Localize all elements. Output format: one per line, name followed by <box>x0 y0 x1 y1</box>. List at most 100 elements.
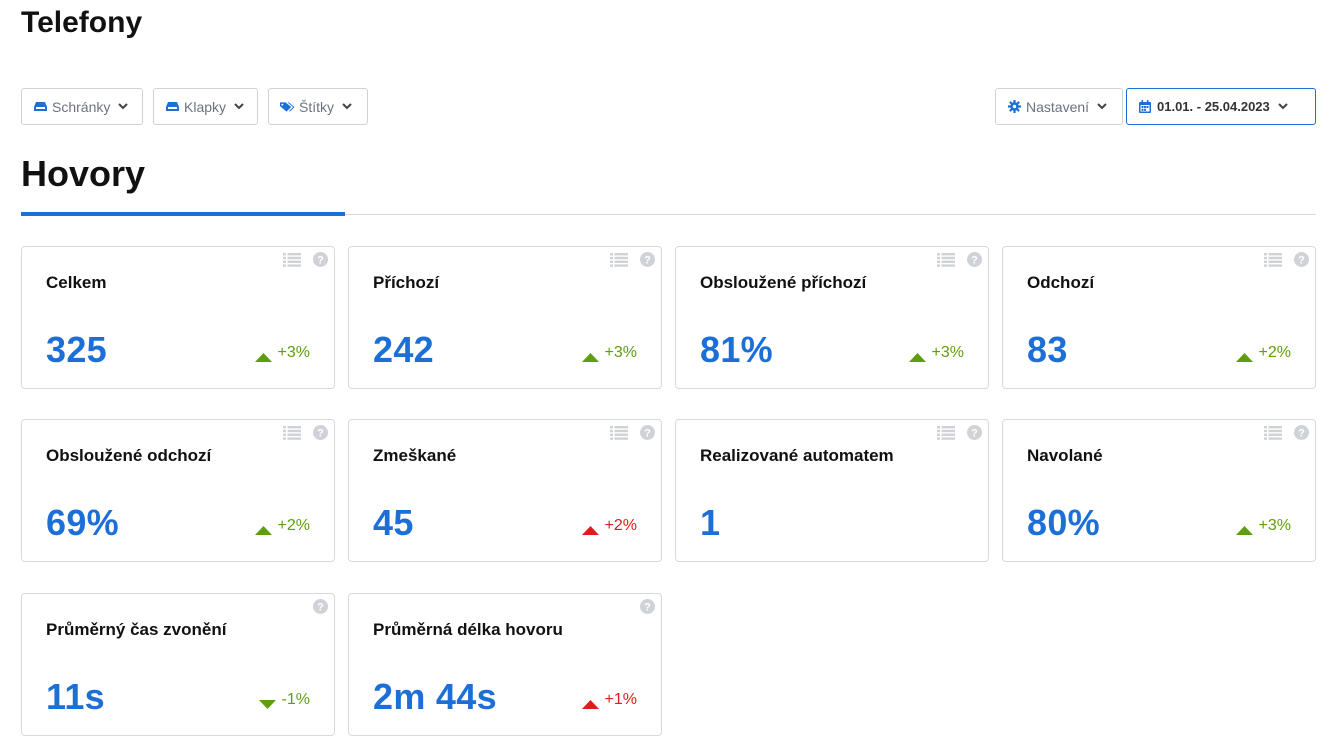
tags-icon <box>280 100 294 114</box>
help-icon[interactable]: ? <box>640 425 655 440</box>
stat-card: ? Zmeškané 45 +2% <box>348 419 662 562</box>
stat-card-trend-value: -1% <box>281 691 310 708</box>
stat-card-trend: +2% <box>581 517 637 535</box>
stat-card-trend-value: +3% <box>604 344 637 361</box>
stat-card-value: 80% <box>1027 502 1100 543</box>
stat-card-label: Příchozí <box>373 273 440 292</box>
triangle-up-icon <box>254 349 272 362</box>
triangle-up-icon <box>1235 522 1253 535</box>
chevron-down-icon <box>1097 102 1107 112</box>
stat-card: ? Celkem 325 +3% <box>21 246 335 389</box>
filter-schranky-button[interactable]: Schránky <box>21 88 143 125</box>
stat-card: ? Obsloužené příchozí 81% +3% <box>675 246 989 389</box>
settings-label: Nastavení <box>1026 98 1090 115</box>
triangle-up-icon <box>254 522 272 535</box>
list-icon[interactable] <box>610 426 628 440</box>
page-title: Telefony <box>21 6 143 39</box>
filter-stitky-label: Štítky <box>299 98 335 115</box>
stat-card: ? Navolané 80% +3% <box>1002 419 1316 562</box>
stat-card-value: 11s <box>46 676 105 717</box>
help-icon[interactable]: ? <box>1294 425 1309 440</box>
svg-text:?: ? <box>971 428 978 440</box>
help-icon[interactable]: ? <box>967 252 982 267</box>
list-icon[interactable] <box>283 426 301 440</box>
chevron-down-icon <box>234 102 244 112</box>
stat-card-trend: +3% <box>254 344 310 362</box>
help-icon[interactable]: ? <box>967 425 982 440</box>
stat-card-value: 242 <box>373 329 434 370</box>
section-title: Hovory <box>21 153 146 194</box>
stat-card-trend: +2% <box>254 517 310 535</box>
triangle-up-icon <box>1235 349 1253 362</box>
calendar-icon <box>1138 100 1152 114</box>
stat-card-value: 2m 44s <box>373 676 497 717</box>
list-icon[interactable] <box>937 426 955 440</box>
svg-text:?: ? <box>644 255 651 267</box>
stat-card-trend: +3% <box>908 344 964 362</box>
list-icon[interactable] <box>610 253 628 267</box>
list-icon[interactable] <box>937 253 955 267</box>
triangle-down-icon <box>258 696 276 709</box>
stat-card-label: Obsloužené příchozí <box>700 273 867 292</box>
help-icon[interactable]: ? <box>640 599 655 614</box>
filter-klapky-button[interactable]: Klapky <box>153 88 258 125</box>
stat-card-label: Obsloužené odchozí <box>46 446 212 465</box>
stat-card-trend: +3% <box>1235 517 1291 535</box>
stat-card-value: 69% <box>46 502 119 543</box>
stat-card: ? Realizované automatem 1 <box>675 419 989 562</box>
stat-card-trend-value: +2% <box>277 517 310 534</box>
stat-card-label: Celkem <box>46 273 107 292</box>
triangle-up-icon <box>581 696 599 709</box>
inbox-icon <box>33 100 47 114</box>
stat-card: ? Průměrná délka hovoru 2m 44s +1% <box>348 593 662 736</box>
help-icon[interactable]: ? <box>313 425 328 440</box>
stat-card-value: 83 <box>1027 329 1068 370</box>
section-active-underline <box>21 212 345 216</box>
stat-card-trend-value: +3% <box>277 344 310 361</box>
help-icon[interactable]: ? <box>640 252 655 267</box>
triangle-up-icon <box>581 522 599 535</box>
help-icon[interactable]: ? <box>313 252 328 267</box>
svg-text:?: ? <box>317 602 324 614</box>
stat-card-label: Průměrný čas zvonění <box>46 620 227 639</box>
stat-card-label: Navolané <box>1027 446 1103 465</box>
filter-stitky-button[interactable]: Štítky <box>268 88 368 125</box>
stat-card-label: Zmeškané <box>373 446 457 465</box>
chevron-down-icon <box>118 102 129 112</box>
stat-card-label: Realizované automatem <box>700 446 894 465</box>
list-icon[interactable] <box>283 253 301 267</box>
stat-card-trend: -1% <box>258 691 310 709</box>
stat-card-trend: +3% <box>581 344 637 362</box>
stat-card-label: Průměrná délka hovoru <box>373 620 563 639</box>
date-range-picker[interactable]: 01.01. - 25.04.2023 <box>1126 88 1316 125</box>
list-icon[interactable] <box>1264 253 1282 267</box>
stat-card: ? Obsloužené odchozí 69% +2% <box>21 419 335 562</box>
date-range-label: 01.01. - 25.04.2023 <box>1157 99 1270 114</box>
stat-card-trend-value: +3% <box>1258 517 1291 534</box>
svg-text:?: ? <box>317 428 324 440</box>
filter-schranky-label: Schránky <box>52 98 111 115</box>
svg-text:?: ? <box>644 602 651 614</box>
help-icon[interactable]: ? <box>1294 252 1309 267</box>
stat-card-value: 325 <box>46 329 107 370</box>
stat-card-label: Odchozí <box>1027 273 1095 292</box>
svg-text:?: ? <box>644 428 651 440</box>
chevron-down-icon <box>1278 102 1288 112</box>
triangle-up-icon <box>581 349 599 362</box>
stat-card-value: 81% <box>700 329 773 370</box>
stat-card-trend-value: +2% <box>604 517 637 534</box>
triangle-up-icon <box>908 349 926 362</box>
stat-card: ? Průměrný čas zvonění 11s -1% <box>21 593 335 736</box>
svg-text:?: ? <box>971 255 978 267</box>
stat-card: ? Příchozí 242 +3% <box>348 246 662 389</box>
stat-card-trend-value: +2% <box>1258 344 1291 361</box>
settings-button[interactable]: Nastavení <box>995 88 1123 125</box>
svg-text:?: ? <box>1298 428 1305 440</box>
help-icon[interactable]: ? <box>313 599 328 614</box>
list-icon[interactable] <box>1264 426 1282 440</box>
stat-card: ? Odchozí 83 +2% <box>1002 246 1316 389</box>
filter-klapky-label: Klapky <box>184 98 227 115</box>
gear-icon <box>1007 100 1021 114</box>
inbox-icon <box>165 100 179 114</box>
stat-card-trend-value: +3% <box>931 344 964 361</box>
